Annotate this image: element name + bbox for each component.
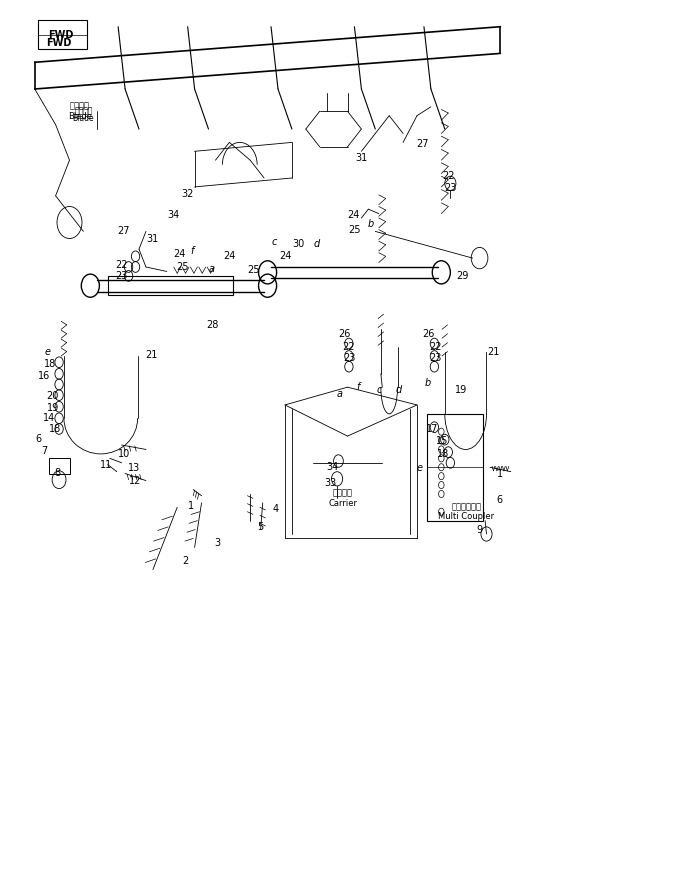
- Text: マルチカプラ
Multi Coupler: マルチカプラ Multi Coupler: [439, 502, 494, 522]
- Bar: [38, 20, 87, 49]
- Text: 27: 27: [416, 139, 429, 150]
- Text: 24: 24: [279, 251, 291, 262]
- Text: ブレード: ブレード: [74, 106, 92, 115]
- Text: 25: 25: [348, 224, 361, 235]
- Text: 13: 13: [128, 463, 140, 473]
- Text: 23: 23: [115, 271, 128, 281]
- Text: d: d: [395, 384, 401, 395]
- Text: 2: 2: [183, 555, 188, 566]
- Text: b: b: [368, 219, 373, 230]
- Text: 21: 21: [145, 350, 158, 360]
- Text: 24: 24: [173, 248, 186, 259]
- Text: 34: 34: [167, 210, 180, 221]
- Text: 11: 11: [99, 459, 112, 470]
- Text: 18: 18: [49, 424, 61, 434]
- Text: FWD: FWD: [49, 29, 74, 40]
- Text: 3: 3: [215, 538, 220, 548]
- Text: 1: 1: [498, 469, 503, 480]
- Text: f: f: [190, 246, 193, 256]
- Text: 31: 31: [147, 234, 159, 245]
- Text: 6: 6: [496, 495, 502, 506]
- Text: 27: 27: [117, 226, 130, 237]
- Text: c: c: [376, 384, 382, 395]
- Text: 23: 23: [444, 182, 457, 193]
- Text: 18: 18: [44, 359, 56, 369]
- Text: 8: 8: [55, 468, 60, 479]
- Text: 10: 10: [117, 449, 130, 459]
- Text: 25: 25: [247, 264, 260, 275]
- Text: a: a: [209, 263, 215, 274]
- Bar: [108, 276, 233, 295]
- Text: 17: 17: [426, 424, 439, 434]
- Text: 20: 20: [46, 391, 58, 401]
- Text: 31: 31: [355, 152, 368, 163]
- Text: 19: 19: [455, 384, 467, 395]
- Bar: [427, 414, 483, 521]
- Text: 23: 23: [429, 352, 441, 363]
- Text: 16: 16: [38, 370, 50, 381]
- Text: f: f: [357, 382, 359, 392]
- Text: 24: 24: [347, 210, 359, 221]
- Text: b: b: [425, 377, 431, 388]
- Text: 22: 22: [343, 342, 355, 352]
- Text: 30: 30: [293, 239, 305, 249]
- Text: 22: 22: [115, 260, 128, 271]
- Text: 18: 18: [437, 449, 450, 459]
- Text: 32: 32: [181, 189, 194, 199]
- Text: Blade: Blade: [72, 114, 95, 123]
- Text: 7: 7: [42, 446, 47, 457]
- Text: 23: 23: [343, 352, 356, 363]
- Text: 21: 21: [487, 347, 500, 358]
- Text: 29: 29: [456, 271, 468, 281]
- Text: 22: 22: [429, 342, 441, 352]
- Text: d: d: [313, 239, 319, 249]
- Text: 15: 15: [436, 436, 448, 447]
- Text: キャリャ
Carrier: キャリャ Carrier: [328, 489, 357, 508]
- Text: 4: 4: [272, 504, 278, 514]
- Text: 6: 6: [35, 433, 41, 444]
- Text: e: e: [416, 463, 422, 473]
- Text: 25: 25: [177, 262, 189, 272]
- Bar: [49, 458, 70, 474]
- Text: 24: 24: [223, 251, 236, 262]
- Text: 28: 28: [206, 320, 218, 330]
- Text: 12: 12: [129, 475, 141, 486]
- Text: c: c: [272, 237, 277, 247]
- Text: ブレード
Blade: ブレード Blade: [68, 101, 92, 121]
- Text: 5: 5: [258, 522, 263, 532]
- Text: 26: 26: [338, 328, 350, 339]
- Text: 19: 19: [47, 402, 60, 413]
- Text: a: a: [336, 389, 342, 400]
- Text: 1: 1: [188, 500, 194, 511]
- Text: FWD: FWD: [47, 37, 72, 48]
- Text: e: e: [44, 346, 50, 357]
- Text: 33: 33: [325, 478, 337, 489]
- Text: 9: 9: [477, 524, 482, 535]
- Text: 34: 34: [327, 462, 339, 473]
- Text: 14: 14: [43, 413, 56, 424]
- Text: 22: 22: [442, 171, 455, 182]
- Text: 26: 26: [423, 328, 435, 339]
